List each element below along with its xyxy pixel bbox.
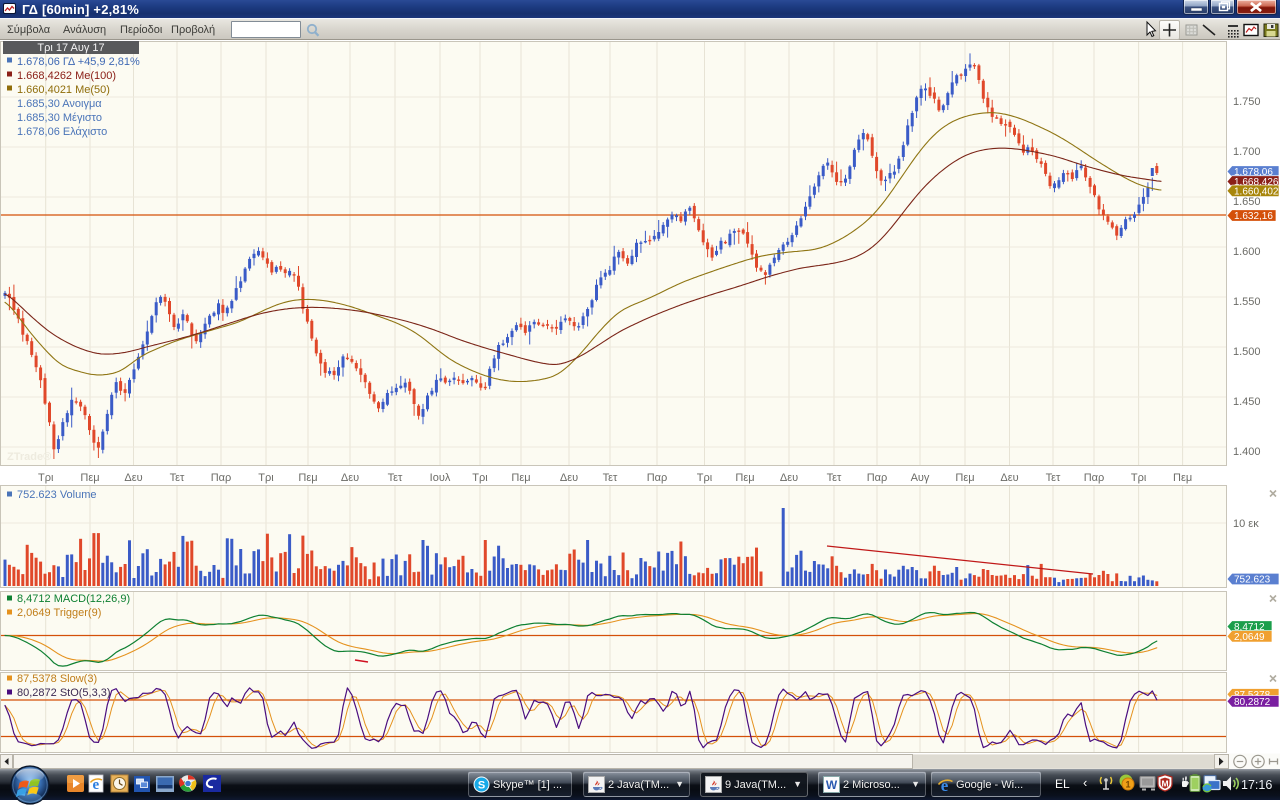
svg-text:Τετ: Τετ [603,472,618,484]
svg-text:Τρι: Τρι [697,472,713,484]
svg-text:Παρ: Παρ [647,472,668,484]
svg-text:Παρ: Παρ [211,472,232,484]
svg-text:Δευ: Δευ [780,472,798,484]
svg-text:1.678,06 Ελάχιστο: 1.678,06 Ελάχιστο [17,126,107,138]
svg-text:Τρι: Τρι [38,472,54,484]
svg-text:1.660,402: 1.660,402 [1234,186,1279,197]
svg-text:Τετ: Τετ [388,472,403,484]
svg-text:2,0649 Trigger(9): 2,0649 Trigger(9) [17,607,101,619]
svg-text:Πεμ: Πεμ [735,472,754,484]
svg-text:10 εκ: 10 εκ [1233,518,1259,530]
svg-text:Δευ: Δευ [1000,472,1018,484]
svg-text:1.685,30 Ανοιγμα: 1.685,30 Ανοιγμα [17,98,102,110]
svg-text:1.600: 1.600 [1233,246,1261,258]
svg-text:Τρι 17 Αυγ 17: Τρι 17 Αυγ 17 [37,42,104,54]
svg-text:W: W [826,778,838,792]
svg-text:80,2872 StO(5,3,3): 80,2872 StO(5,3,3) [17,687,111,699]
svg-text:1.450: 1.450 [1233,396,1261,408]
svg-text:Δευ: Δευ [124,472,142,484]
svg-text:Πεμ: Πεμ [80,472,99,484]
svg-text:Παρ: Παρ [867,472,888,484]
svg-text:Τετ: Τετ [1046,472,1061,484]
svg-text:Τρι: Τρι [258,472,274,484]
svg-text:ZTrade®: ZTrade® [7,451,51,463]
svg-text:1.500: 1.500 [1233,346,1261,358]
svg-text:Τρι: Τρι [472,472,488,484]
svg-text:Ιουλ: Ιουλ [430,472,451,484]
svg-text:Δευ: Δευ [560,472,578,484]
svg-text:S: S [478,780,485,792]
svg-text:Πεμ: Πεμ [511,472,530,484]
svg-text:8,4712: 8,4712 [1234,622,1265,633]
svg-text:8,4712 MACD(12,26,9): 8,4712 MACD(12,26,9) [17,593,130,605]
svg-text:1: 1 [1125,780,1130,790]
svg-text:Πεμ: Πεμ [955,472,974,484]
svg-text:1.668,4262 Me(100): 1.668,4262 Me(100) [17,70,116,82]
svg-text:1.400: 1.400 [1233,446,1261,458]
svg-text:1.632,16: 1.632,16 [1234,211,1273,222]
svg-text:1.660,4021 Me(50): 1.660,4021 Me(50) [17,84,110,96]
svg-text:2,0649: 2,0649 [1234,632,1265,643]
svg-text:1.685,30 Μέγιστο: 1.685,30 Μέγιστο [17,112,102,124]
svg-text:752.623: 752.623 [1234,575,1271,586]
svg-text:Τετ: Τετ [827,472,842,484]
svg-text:752.623 Volume: 752.623 Volume [17,489,97,501]
svg-text:1.550: 1.550 [1233,296,1261,308]
svg-text:Παρ: Παρ [1084,472,1105,484]
svg-text:e: e [92,777,99,793]
svg-text:Αυγ: Αυγ [911,472,930,484]
svg-text:Τετ: Τετ [170,472,185,484]
svg-text:e: e [941,776,949,794]
svg-text:1.750: 1.750 [1233,96,1261,108]
svg-text:1.678,06 ΓΔ +45,9 2,81%: 1.678,06 ΓΔ +45,9 2,81% [17,56,140,68]
svg-text:Πεμ: Πεμ [1173,472,1192,484]
svg-text:Πεμ: Πεμ [298,472,317,484]
svg-text:M: M [1161,779,1168,789]
svg-text:Τρι: Τρι [1131,472,1147,484]
svg-text:1.668,426: 1.668,426 [1234,177,1279,188]
svg-text:1.650: 1.650 [1233,196,1261,208]
svg-text:1.700: 1.700 [1233,146,1261,158]
svg-text:1.678,06: 1.678,06 [1234,167,1273,178]
svg-text:Δευ: Δευ [341,472,359,484]
svg-text:87,5378 Slow(3): 87,5378 Slow(3) [17,673,97,685]
svg-text:80,2872: 80,2872 [1234,697,1271,708]
